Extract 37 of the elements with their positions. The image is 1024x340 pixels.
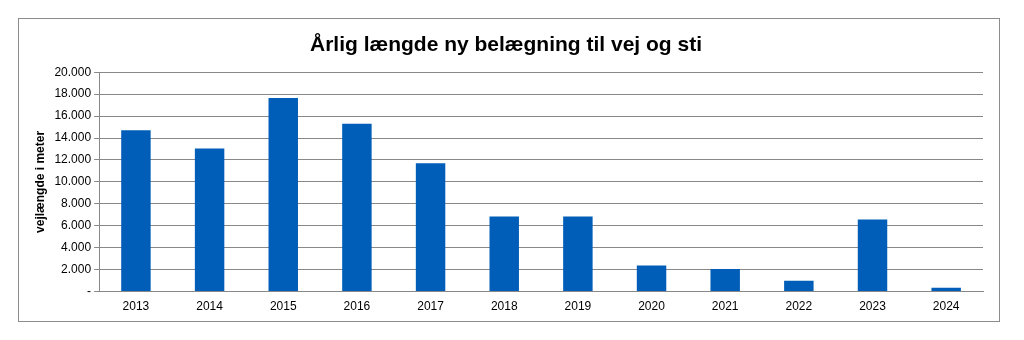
y-tick-label: 20.000	[54, 64, 92, 79]
y-tick-label: 16.000	[54, 108, 92, 123]
y-tick-label: 12.000	[54, 152, 92, 167]
x-tick-label: 2019	[564, 299, 592, 314]
bar	[121, 130, 151, 292]
chart-title: Årlig længde ny belægning til vej og sti	[309, 32, 703, 56]
x-tick-label: 2015	[269, 299, 297, 314]
y-tick-label: 2.000	[61, 261, 92, 276]
bar	[710, 268, 740, 292]
y-axis-title: vejlængde i meter	[32, 130, 47, 233]
x-tick-label: 2023	[859, 299, 887, 314]
y-tick-label: 6.000	[61, 218, 92, 233]
x-tick-label: 2022	[785, 299, 813, 314]
x-tick-label: 2014	[196, 299, 224, 314]
bar	[489, 216, 519, 292]
y-tick-label: 8.000	[61, 196, 92, 211]
y-tick-label: 10.000	[54, 174, 92, 189]
bar	[194, 148, 225, 292]
y-tick-label: -	[87, 283, 92, 298]
bar	[857, 219, 888, 292]
y-tick-label: 4.000	[61, 240, 92, 255]
y-tick-label: 14.000	[54, 130, 92, 145]
x-tick-label: 2017	[417, 299, 445, 314]
bar	[563, 216, 593, 292]
bar	[342, 123, 372, 292]
x-tick-label: 2021	[711, 299, 739, 314]
x-tick-label: 2018	[490, 299, 518, 314]
x-tick-label: 2016	[343, 299, 371, 314]
bar	[784, 280, 814, 292]
bar	[415, 163, 446, 292]
bar	[636, 265, 667, 292]
y-tick-label: 18.000	[54, 86, 92, 101]
x-tick-label: 2013	[122, 299, 150, 314]
x-tick-label: 2024	[932, 299, 960, 314]
x-tick-label: 2020	[638, 299, 666, 314]
bar	[268, 97, 298, 292]
bar	[931, 287, 961, 292]
